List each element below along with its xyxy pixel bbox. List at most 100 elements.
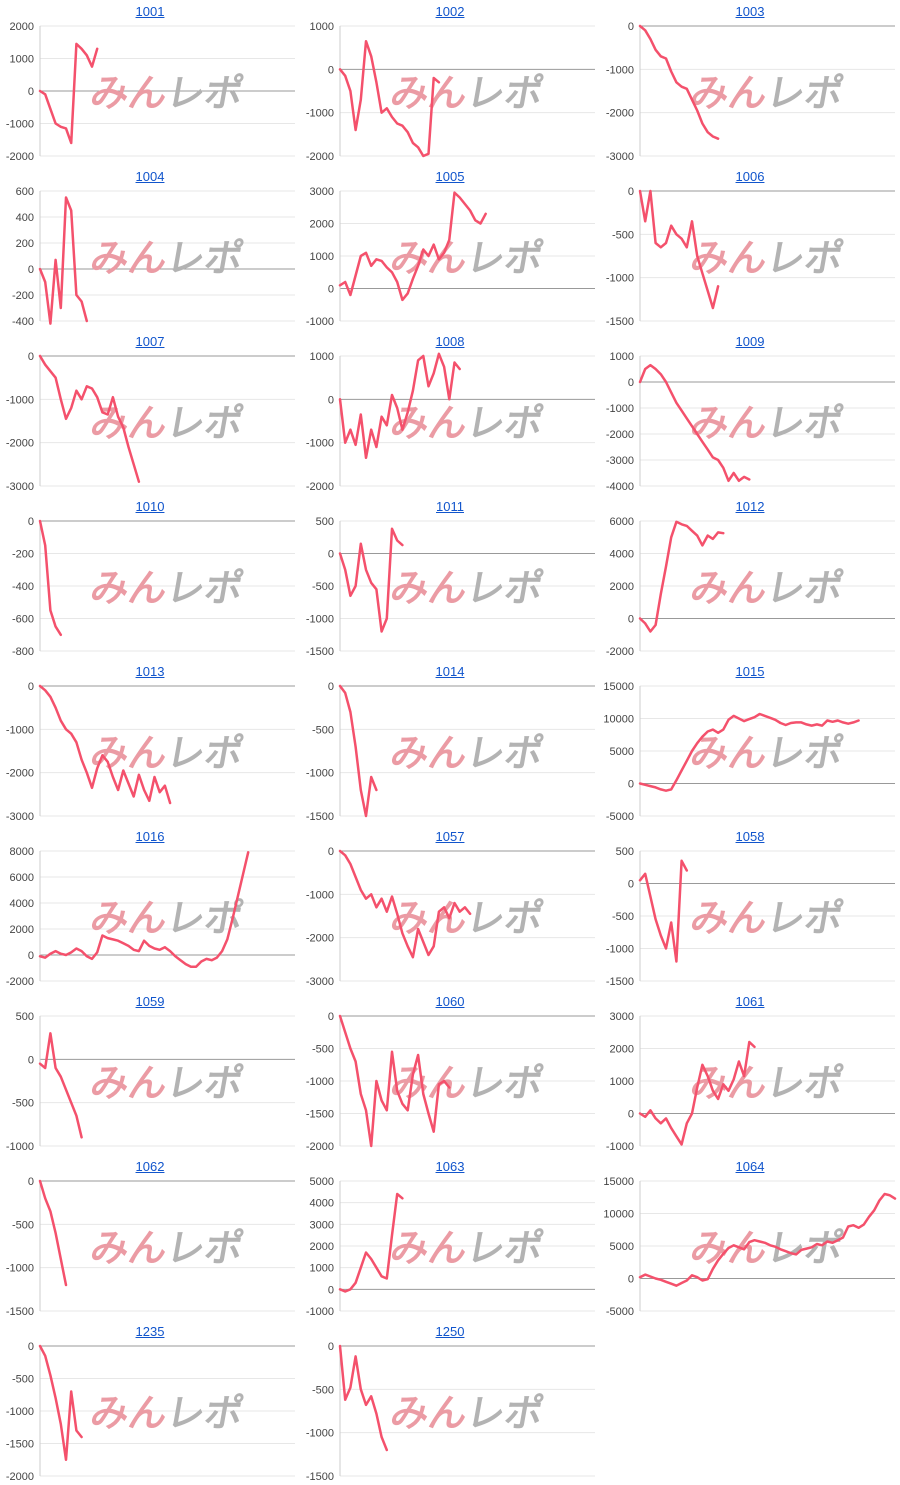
- y-gridlines: [640, 1015, 895, 1147]
- chart-title-link[interactable]: 1002: [435, 4, 465, 19]
- watermark: みんレポ: [687, 732, 846, 775]
- line-chart: 3000 2000 1000 0 -1000 みんレポ: [606, 1011, 895, 1153]
- watermark-gray-part: レポ: [163, 72, 246, 115]
- chart-title-link[interactable]: 1063: [435, 1159, 465, 1174]
- y-tick-label: 0: [628, 186, 634, 198]
- y-tick-label: -1000: [306, 889, 334, 901]
- chart-title-link[interactable]: 1014: [435, 664, 465, 679]
- y-tick-label: 5000: [610, 746, 634, 758]
- y-tick-label: 2000: [310, 1241, 334, 1253]
- y-axis-labels: 5000 4000 3000 2000 1000 0 -1000: [306, 1176, 334, 1318]
- chart-cell: 1059 500 0 -500 -1000 みんレポ: [0, 990, 300, 1155]
- chart-title-link[interactable]: 1005: [435, 169, 465, 184]
- watermark-text: みんレポ: [87, 1062, 246, 1105]
- chart-title-link[interactable]: 1059: [135, 994, 165, 1009]
- y-axis-labels: 500 0 -500 -1000: [6, 1011, 34, 1153]
- y-axis-labels: 0 -1000 -2000 -3000: [306, 846, 334, 988]
- chart-title: 1014: [300, 660, 600, 680]
- chart-cell: 1006 0 -500 -1000 -1500 みんレポ: [600, 165, 900, 330]
- watermark-gray-part: レポ: [763, 732, 846, 775]
- watermark: みんレポ: [687, 237, 846, 280]
- y-axis-labels: 0 -500 -1000 -1500: [306, 1341, 334, 1483]
- chart-title-link[interactable]: 1061: [735, 994, 765, 1009]
- watermark: みんレポ: [687, 402, 846, 445]
- series-line: [638, 859, 689, 963]
- watermark: みんレポ: [387, 897, 546, 940]
- series-line: [338, 684, 378, 818]
- watermark: みんレポ: [387, 567, 546, 610]
- chart-title-link[interactable]: 1011: [436, 499, 464, 514]
- chart-cell: 1010 0 -200 -400 -600 -800 みんレポ: [0, 495, 300, 660]
- chart-title-link[interactable]: 1058: [735, 829, 765, 844]
- y-tick-label: 0: [628, 1274, 634, 1286]
- y-axis-labels: 0 -1000 -2000 -3000: [6, 681, 34, 823]
- watermark-text: みんレポ: [87, 567, 246, 610]
- watermark-pink-part: みん: [87, 567, 170, 610]
- y-axis-labels: 6000 4000 2000 0 -2000: [606, 516, 634, 658]
- chart-title-link[interactable]: 1009: [735, 334, 765, 349]
- chart-title-link[interactable]: 1013: [135, 664, 165, 679]
- chart-title: 1064: [600, 1155, 900, 1175]
- watermark-pink-part: みん: [687, 72, 770, 115]
- watermark-pink-part: みん: [87, 1392, 170, 1435]
- chart-title: 1062: [0, 1155, 300, 1175]
- y-tick-label: -200: [12, 549, 34, 561]
- series-line: [338, 1344, 389, 1452]
- watermark: みんレポ: [387, 1227, 546, 1270]
- y-tick-label: 0: [28, 351, 34, 363]
- line-chart: 0 -500 -1000 -1500 みんレポ: [606, 186, 895, 328]
- watermark-text: みんレポ: [387, 402, 546, 445]
- y-tick-label: -1000: [606, 273, 634, 285]
- y-tick-label: -1500: [606, 976, 634, 988]
- chart-title-link[interactable]: 1010: [135, 499, 165, 514]
- watermark: みんレポ: [687, 72, 846, 115]
- y-tick-label: -3000: [6, 811, 34, 823]
- y-tick-label: -1000: [606, 1141, 634, 1153]
- y-tick-label: 0: [328, 1284, 334, 1296]
- chart-title-link[interactable]: 1250: [435, 1324, 465, 1339]
- watermark-gray-part: レポ: [463, 1062, 546, 1105]
- chart-title: 1235: [0, 1320, 300, 1340]
- chart-title: 1059: [0, 990, 300, 1010]
- chart-title-link[interactable]: 1016: [135, 829, 165, 844]
- watermark: みんレポ: [87, 1392, 246, 1435]
- y-tick-label: 0: [328, 549, 334, 561]
- chart-title: 1015: [600, 660, 900, 680]
- y-axis-labels: 8000 6000 4000 2000 0 -2000: [6, 846, 34, 988]
- y-gridlines: [640, 685, 895, 817]
- chart-title-link[interactable]: 1012: [735, 499, 765, 514]
- chart-title-link[interactable]: 1008: [435, 334, 465, 349]
- series-line: [38, 519, 63, 637]
- watermark: みんレポ: [87, 72, 246, 115]
- chart-title-link[interactable]: 1001: [135, 4, 165, 19]
- chart-title-link[interactable]: 1006: [735, 169, 765, 184]
- y-tick-label: 0: [328, 394, 334, 406]
- y-tick-label: -1000: [606, 64, 634, 76]
- chart-title: 1063: [300, 1155, 600, 1175]
- chart-title-link[interactable]: 1007: [135, 334, 165, 349]
- watermark: みんレポ: [687, 897, 846, 940]
- watermark-text: みんレポ: [87, 402, 246, 445]
- chart-title-link[interactable]: 1064: [735, 1159, 765, 1174]
- chart-title-link[interactable]: 1015: [735, 664, 765, 679]
- chart-title-link[interactable]: 1003: [735, 4, 765, 19]
- chart-title-link[interactable]: 1004: [135, 169, 165, 184]
- chart-cell: 1005 3000 2000 1000 0 -1000 みんレポ: [300, 165, 600, 330]
- chart-cell: 1060 0 -500 -1000 -1500 -2000 みんレポ: [300, 990, 600, 1155]
- chart-title-link[interactable]: 1235: [135, 1324, 165, 1339]
- line-chart: 0 -1000 -2000 -3000 みんレポ: [6, 681, 295, 823]
- chart-title-link[interactable]: 1060: [435, 994, 465, 1009]
- y-tick-label: -1500: [6, 1306, 34, 1318]
- chart-title-link[interactable]: 1057: [435, 829, 465, 844]
- y-tick-label: -500: [312, 724, 334, 736]
- chart-title-link[interactable]: 1062: [135, 1159, 165, 1174]
- chart-title: 1003: [600, 0, 900, 20]
- y-tick-label: 4000: [610, 549, 634, 561]
- y-tick-label: -1000: [6, 394, 34, 406]
- y-gridlines: [640, 850, 895, 982]
- line-chart: 0 -1000 -2000 -3000 みんレポ: [606, 21, 895, 163]
- watermark-text: みんレポ: [687, 237, 846, 280]
- series-line: [38, 851, 250, 968]
- y-tick-label: -500: [312, 581, 334, 593]
